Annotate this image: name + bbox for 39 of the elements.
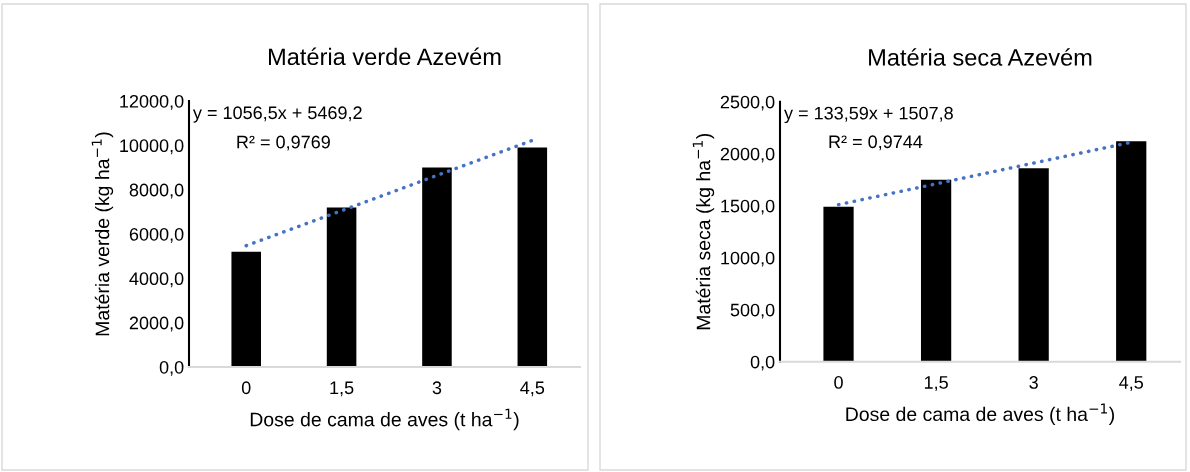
y-tick-label: 1500,0 xyxy=(721,199,775,215)
annotation: y = 133,59x + 1507,8 xyxy=(784,106,953,124)
x-tick-label: 3 xyxy=(432,381,442,395)
y-tick-label: 12000,0 xyxy=(120,94,184,110)
y-axis-title: Matéria verde (kg ha$^{−1}$) xyxy=(91,132,114,336)
x-tick-label: 3 xyxy=(1029,376,1038,389)
x-tick-label: 1,5 xyxy=(330,381,354,397)
y-tick-label: 500,0 xyxy=(730,303,775,319)
bar xyxy=(517,147,548,367)
x-tick-label: 1,5 xyxy=(924,376,948,391)
x-tick-label: 0 xyxy=(241,381,251,395)
y-tick-label: 4000,0 xyxy=(129,272,184,288)
x-tick-label: 4,5 xyxy=(520,381,545,397)
chart-title: Matéria verde Azevém xyxy=(268,47,501,66)
y-tick-label: 0,0 xyxy=(159,360,184,376)
y-tick-label: 2000,0 xyxy=(129,316,184,332)
bar xyxy=(823,206,854,362)
y-tick-label: 8000,0 xyxy=(129,183,184,199)
bar xyxy=(920,179,952,362)
bar xyxy=(326,207,357,367)
bar xyxy=(1116,141,1147,362)
y-tick-label: 2500,0 xyxy=(720,95,775,111)
y-axis-title: Matéria seca (kg ha$^{−1}$) xyxy=(692,133,715,330)
x-axis-title: Dose de cama de aves (t ha$^{−1}$) xyxy=(846,403,1114,425)
y-tick-label: 1000,0 xyxy=(721,251,775,267)
annotation: R² = 0,9769 xyxy=(237,135,330,151)
y-tick-label: 2000,0 xyxy=(720,147,775,163)
x-axis-title: Dose de cama de aves (t ha$^{−1}$) xyxy=(250,408,519,431)
bar xyxy=(1018,168,1049,362)
bar xyxy=(231,251,261,367)
chart-title: Matéria seca Azevém xyxy=(869,48,1092,66)
annotation: R² = 0,9744 xyxy=(829,135,923,151)
y-tick-label: 0,0 xyxy=(750,355,775,371)
x-tick-label: 0 xyxy=(834,376,843,389)
y-tick-label: 10000,0 xyxy=(120,139,184,155)
bar xyxy=(422,167,452,367)
x-tick-label: 4,5 xyxy=(1119,376,1144,391)
annotation: y = 1056,5x + 5469,2 xyxy=(192,106,362,123)
y-tick-label: 6000,0 xyxy=(129,227,184,243)
